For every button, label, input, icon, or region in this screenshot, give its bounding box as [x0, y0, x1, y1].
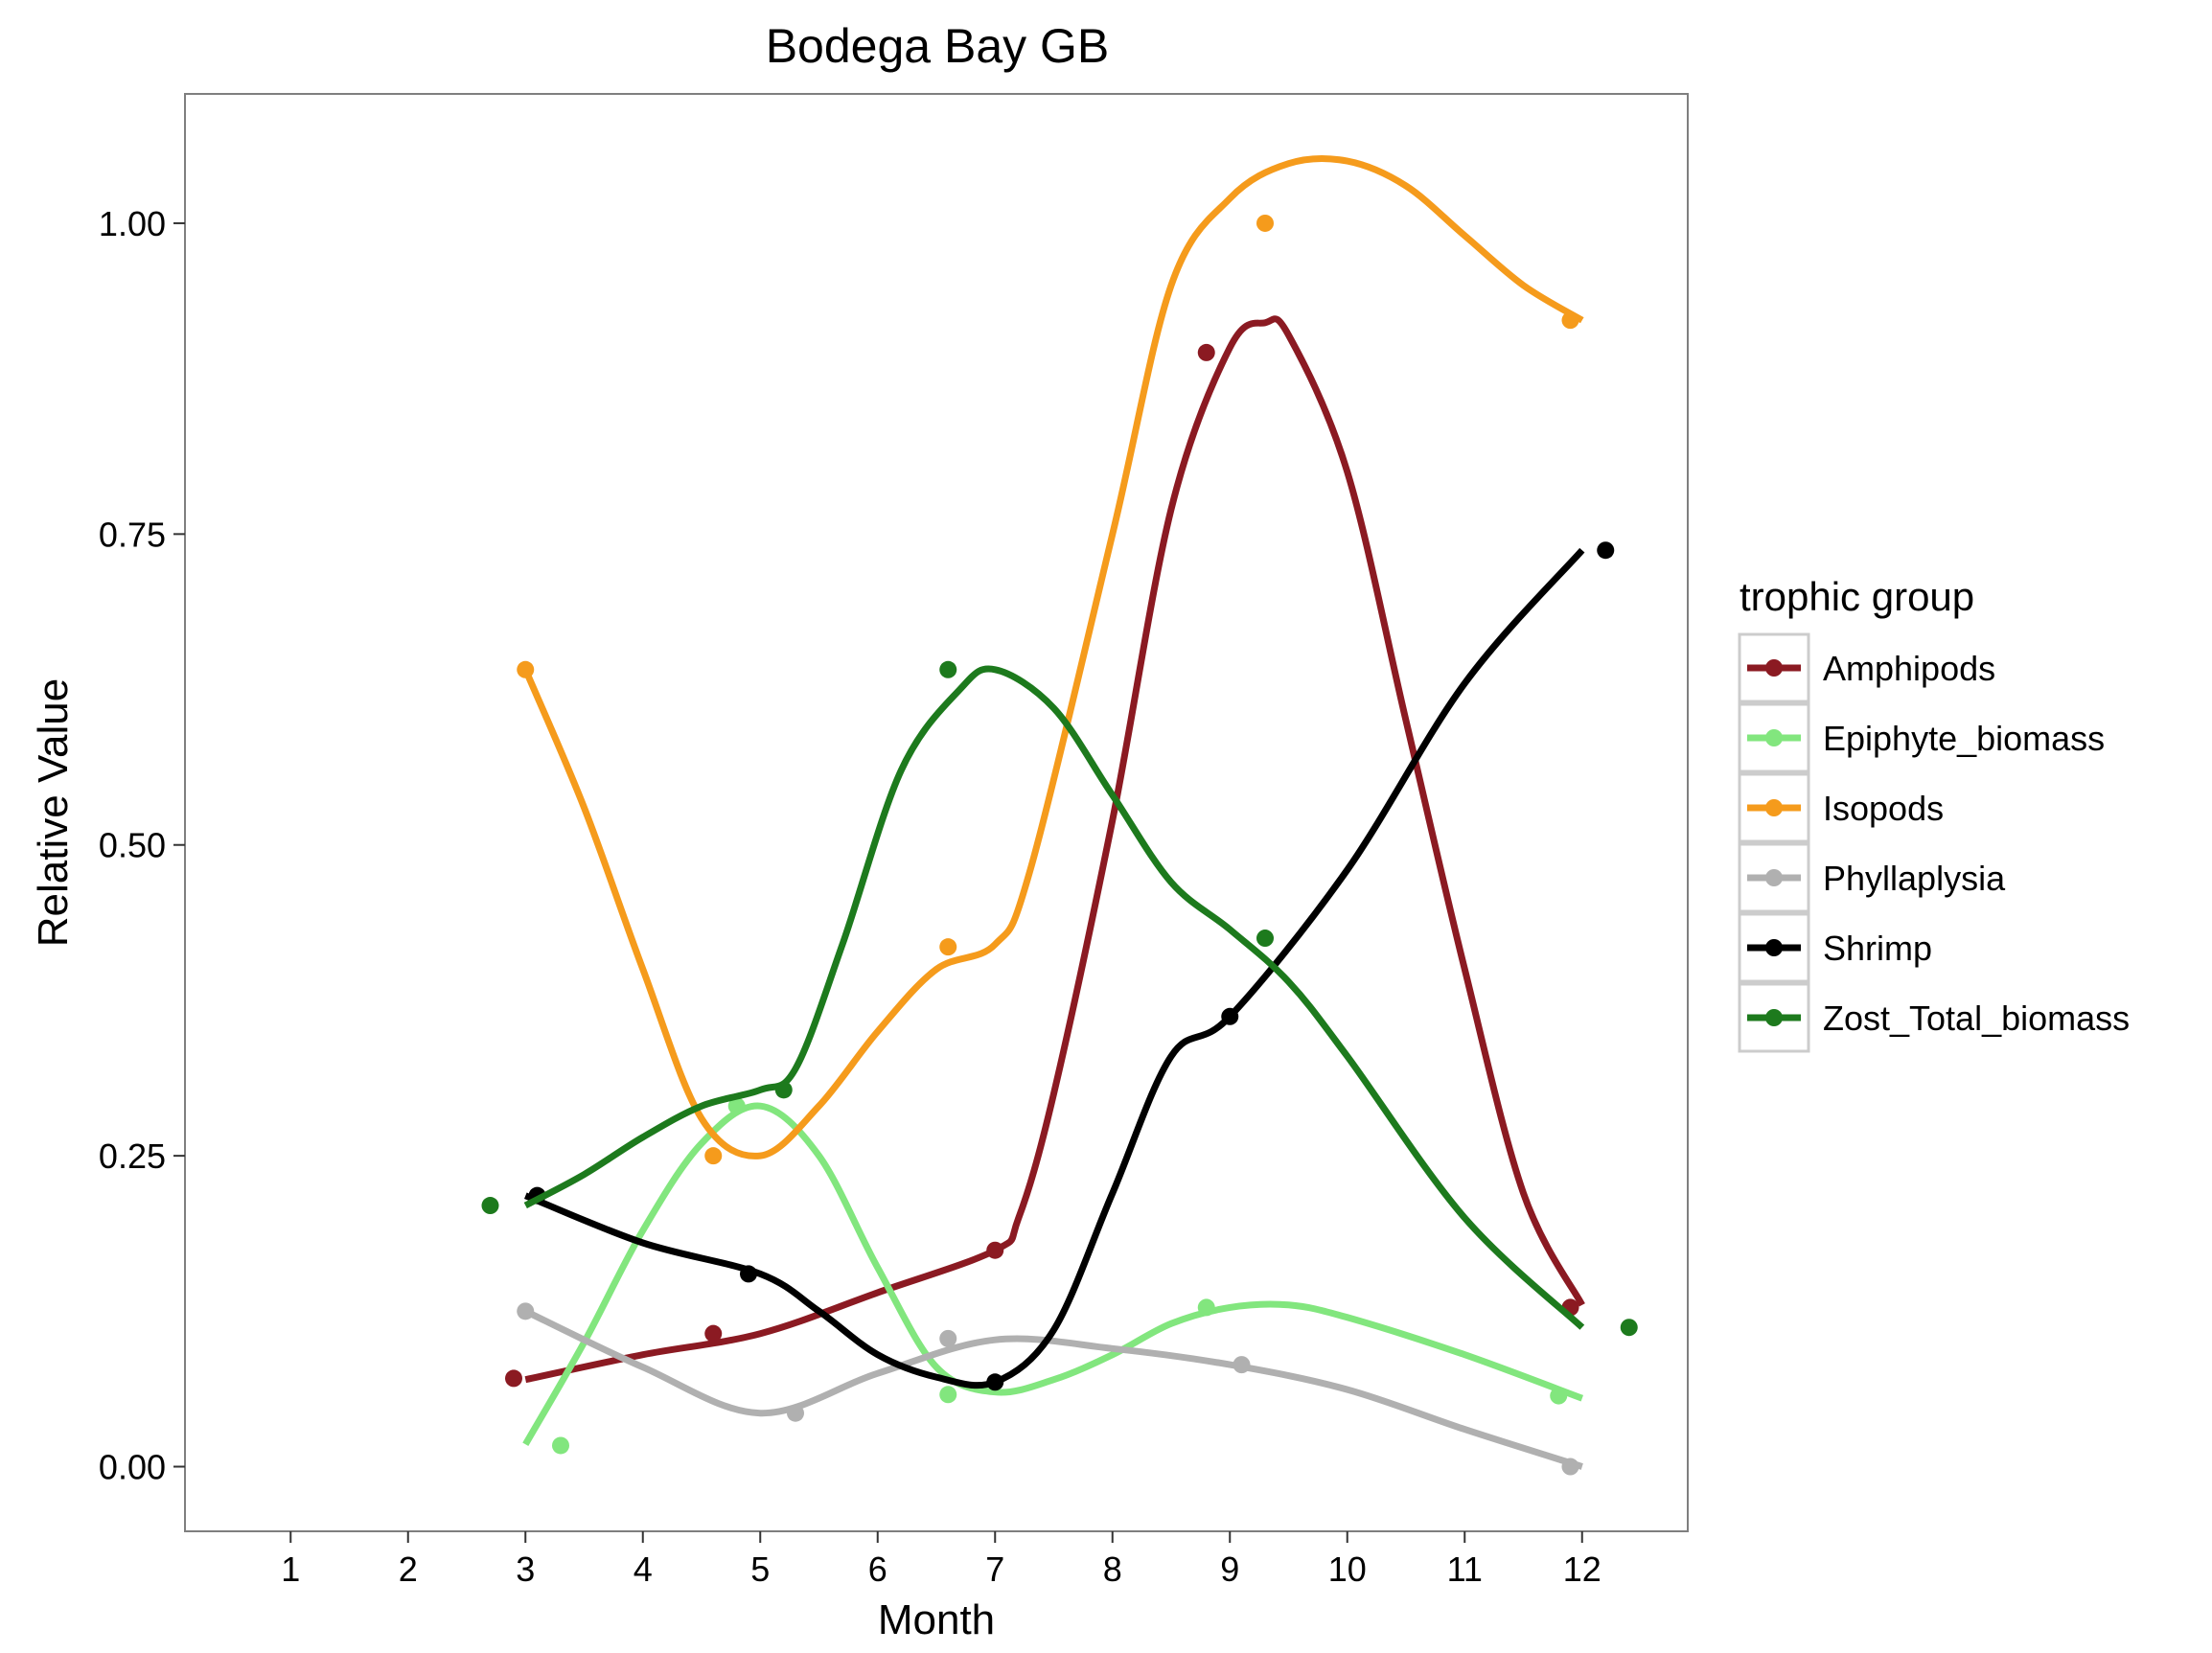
data-point-zost-total-biomass [481, 1197, 499, 1215]
legend-item-isopods: Isopods [1738, 772, 1944, 843]
legend-title: trophic group [1740, 574, 1974, 619]
legend-item-epiphyte-biomass: Epiphyte_biomass [1738, 702, 2105, 773]
data-point-zost-total-biomass [939, 660, 957, 678]
legend-item-shrimp: Shrimp [1738, 912, 1932, 983]
y-tick-label: 0.25 [99, 1136, 166, 1176]
legend-key-point [1765, 1009, 1783, 1026]
series-line-phyllaplysia [523, 1308, 1583, 1470]
data-point-isopods [704, 1147, 723, 1165]
data-point-epiphyte-biomass [727, 1097, 746, 1115]
x-axis: 1 2 3 4 5 6 7 8 9 10 11 12 [281, 1531, 1601, 1589]
y-axis: 0.00 0.25 0.50 0.75 1.00 [99, 204, 185, 1487]
y-tick-label: 0.00 [99, 1448, 166, 1487]
series-isopods [517, 154, 1584, 1165]
legend: trophic group Amphipods Epiphyte_biomass I… [1738, 574, 2130, 1053]
y-tick-label: 0.50 [99, 826, 166, 865]
data-point-isopods [1561, 311, 1579, 330]
data-point-phyllaplysia [787, 1404, 804, 1422]
legend-label: Shrimp [1823, 929, 1932, 968]
series-layer [481, 154, 1638, 1476]
series-phyllaplysia [517, 1302, 1583, 1476]
x-tick-label: 1 [281, 1550, 300, 1589]
y-axis-label: Relative Value [30, 678, 77, 947]
legend-label: Phyllaplysia [1823, 859, 2006, 898]
data-point-shrimp [740, 1265, 757, 1283]
series-shrimp [523, 541, 1615, 1391]
legend-label: Amphipods [1823, 649, 1995, 688]
data-point-zost-total-biomass [774, 1081, 793, 1099]
data-point-phyllaplysia [517, 1302, 535, 1320]
legend-label: Zost_Total_biomass [1823, 999, 2130, 1038]
x-tick-label: 10 [1328, 1550, 1367, 1589]
data-point-phyllaplysia [939, 1329, 957, 1347]
legend-label: Epiphyte_biomass [1823, 719, 2105, 758]
series-line-zost-total-biomass [523, 665, 1585, 1330]
data-point-isopods [517, 660, 535, 678]
x-tick-label: 7 [985, 1550, 1004, 1589]
data-point-isopods [939, 938, 957, 956]
data-point-shrimp [1597, 541, 1615, 560]
data-point-amphipods [1197, 343, 1215, 361]
x-tick-label: 3 [516, 1550, 535, 1589]
legend-item-amphipods: Amphipods [1738, 632, 1995, 703]
x-tick-label: 9 [1220, 1550, 1239, 1589]
y-tick-label: 0.75 [99, 515, 166, 554]
series-line-shrimp [523, 547, 1585, 1389]
data-point-epiphyte-biomass [1550, 1387, 1568, 1405]
chart-title: Bodega Bay GB [766, 19, 1110, 73]
data-point-amphipods [986, 1241, 1004, 1259]
data-point-epiphyte-biomass [552, 1436, 569, 1455]
x-tick-label: 4 [634, 1550, 653, 1589]
legend-key-point [1765, 939, 1783, 956]
data-point-zost-total-biomass [1620, 1319, 1638, 1337]
data-point-epiphyte-biomass [1197, 1298, 1215, 1317]
series-line-amphipods [524, 315, 1585, 1384]
data-point-phyllaplysia [1561, 1458, 1579, 1476]
legend-items: Amphipods Epiphyte_biomass Isopods Phyllapl… [1738, 632, 2130, 1053]
legend-label: Isopods [1823, 789, 1944, 828]
x-axis-label: Month [878, 1596, 995, 1643]
legend-key-point [1765, 729, 1783, 746]
legend-key-point [1765, 659, 1783, 677]
x-tick-label: 5 [750, 1550, 770, 1589]
data-point-amphipods [704, 1324, 723, 1343]
data-point-isopods [1256, 214, 1274, 232]
x-tick-label: 12 [1563, 1550, 1601, 1589]
data-point-shrimp [1221, 1007, 1239, 1025]
data-point-epiphyte-biomass [939, 1386, 957, 1404]
x-tick-label: 11 [1447, 1550, 1483, 1589]
x-tick-label: 6 [868, 1550, 887, 1589]
data-point-amphipods [505, 1369, 522, 1388]
series-zost-total-biomass [481, 660, 1638, 1337]
series-line-isopods [522, 154, 1584, 1159]
x-tick-label: 2 [399, 1550, 418, 1589]
series-amphipods [505, 315, 1585, 1388]
data-point-phyllaplysia [1233, 1356, 1251, 1374]
y-tick-label: 1.00 [99, 204, 166, 243]
legend-item-zost-total-biomass: Zost_Total_biomass [1738, 982, 2130, 1053]
legend-key-point [1765, 869, 1783, 886]
data-point-shrimp [986, 1373, 1004, 1391]
legend-item-phyllaplysia: Phyllaplysia [1738, 842, 2006, 913]
x-tick-label: 8 [1103, 1550, 1122, 1589]
plot-panel [184, 93, 1689, 1532]
legend-key-point [1765, 799, 1783, 816]
data-point-zost-total-biomass [1256, 930, 1274, 948]
